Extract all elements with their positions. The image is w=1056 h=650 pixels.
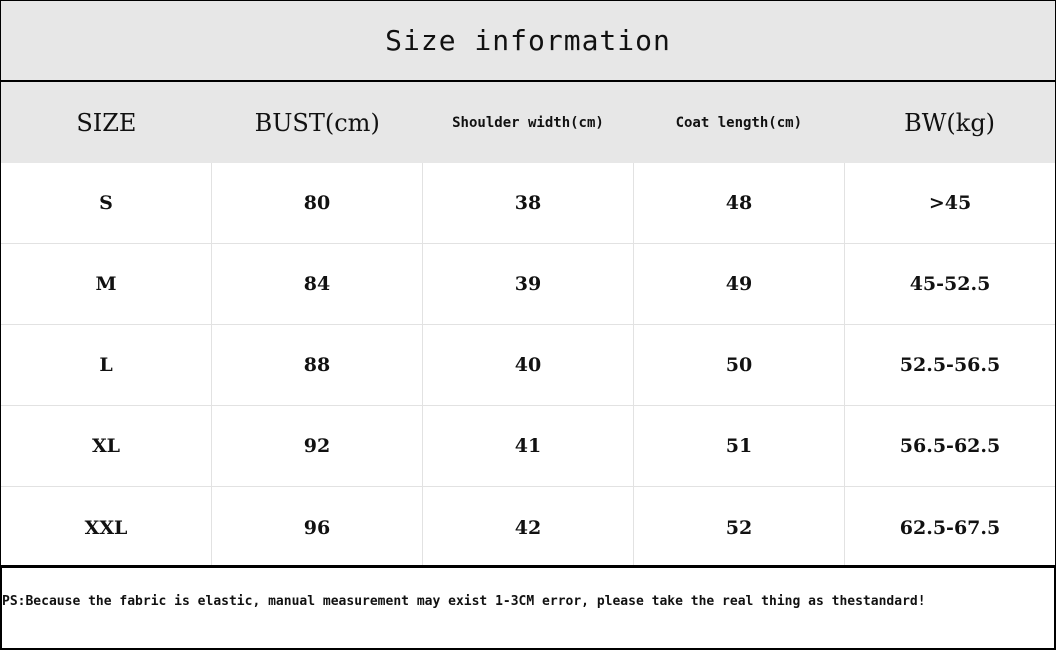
header-size: SIZE (76, 108, 137, 137)
table-cell: XL (1, 406, 212, 486)
table-cell: 38 (423, 163, 634, 243)
header-bust: BUST(cm) (254, 108, 380, 137)
table-cell: 40 (423, 325, 634, 405)
header-row: SIZE BUST(cm) Shoulder width(cm) Coat le… (1, 82, 1055, 163)
table-title: Size information (1, 1, 1055, 83)
table-row: XL 92 41 51 56.5-62.5 (1, 406, 1055, 487)
footnote: PS:Because the fabric is elastic, manual… (0, 565, 1056, 650)
table-cell: S (1, 163, 212, 243)
table-cell: 51 (634, 406, 845, 486)
table-cell: 92 (212, 406, 423, 486)
table-row: XXL 96 42 52 62.5-67.5 (1, 487, 1055, 568)
table-row: S 80 38 48 >45 (1, 163, 1055, 244)
header-coat-length: Coat length(cm) (675, 114, 802, 131)
table-cell: 96 (212, 487, 423, 568)
table-cell: 56.5-62.5 (899, 435, 1001, 457)
table-cell: L (1, 325, 212, 405)
table-cell: 49 (634, 244, 845, 324)
table-cell: 62.5-67.5 (899, 516, 1001, 539)
table-row: M 84 39 49 45-52.5 (1, 244, 1055, 325)
table-cell: 80 (212, 163, 423, 243)
table-cell: 41 (423, 406, 634, 486)
header-shoulder-width: Shoulder width(cm) (452, 114, 604, 131)
table-cell: 45-52.5 (909, 273, 991, 295)
table-cell: 42 (423, 487, 634, 568)
table-row: L 88 40 50 52.5-56.5 (1, 325, 1055, 406)
table-cell: >45 (928, 192, 972, 214)
table-cell: M (1, 244, 212, 324)
table-cell: 52 (634, 487, 845, 568)
table-cell: 88 (212, 325, 423, 405)
table-cell: XXL (1, 487, 212, 568)
table-cell: 48 (634, 163, 845, 243)
table-cell: 39 (423, 244, 634, 324)
table-cell: 50 (634, 325, 845, 405)
table-body: S 80 38 48 >45 M 84 39 49 45-52.5 L 88 40 50 52.5-56.5… (1, 163, 1055, 568)
header-bw: BW(kg) (904, 108, 996, 137)
table-cell: 84 (212, 244, 423, 324)
table-cell: 52.5-56.5 (899, 354, 1001, 376)
